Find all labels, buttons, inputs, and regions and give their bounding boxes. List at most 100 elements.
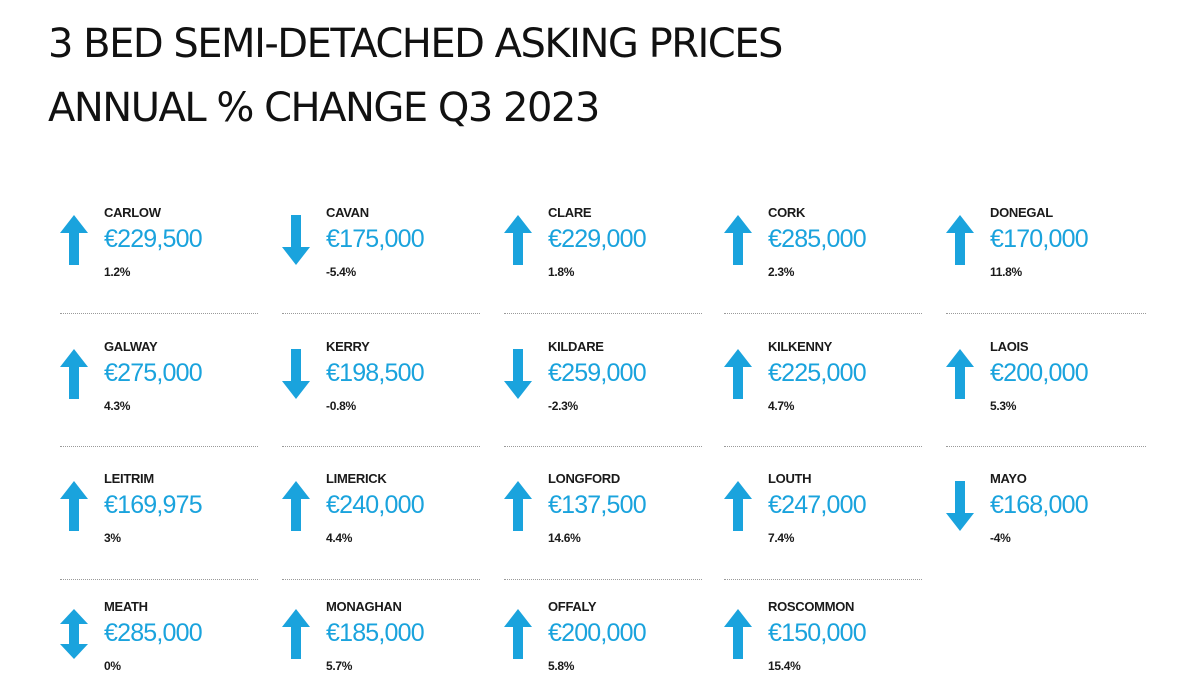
county-name: GALWAY — [104, 339, 158, 354]
county-price: €185,000 — [326, 619, 425, 647]
county-change: 1.8% — [548, 265, 575, 279]
county-name: KERRY — [326, 339, 370, 354]
arrow-up-icon — [60, 349, 88, 399]
arrow-up-icon — [724, 481, 752, 531]
county-card-leitrim: LEITRIM €169,975 3% — [60, 471, 260, 561]
row-divider — [504, 313, 702, 314]
arrow-up-icon — [282, 481, 310, 531]
arrow-up-icon — [724, 609, 752, 659]
county-change: 11.8% — [990, 265, 1022, 279]
row-divider — [282, 313, 480, 314]
county-change: 5.3% — [990, 399, 1017, 413]
county-card-kildare: KILDARE €259,000 -2.3% — [504, 339, 704, 429]
arrow-up-icon — [724, 215, 752, 265]
county-price: €240,000 — [326, 491, 425, 519]
county-name: CAVAN — [326, 205, 369, 220]
row-divider — [282, 446, 480, 447]
county-name: DONEGAL — [990, 205, 1053, 220]
arrow-down-icon — [504, 349, 532, 399]
row-divider — [60, 313, 258, 314]
county-name: CORK — [768, 205, 806, 220]
county-change: 7.4% — [768, 531, 795, 545]
county-name: LAOIS — [990, 339, 1029, 354]
county-change: 4.4% — [326, 531, 353, 545]
county-card-mayo: MAYO €168,000 -4% — [946, 471, 1146, 561]
arrow-up-icon — [504, 609, 532, 659]
county-change: -5.4% — [326, 265, 356, 279]
county-card-monaghan: MONAGHAN €185,000 5.7% — [282, 599, 482, 689]
county-name: LEITRIM — [104, 471, 154, 486]
row-divider — [724, 313, 922, 314]
county-price: €200,000 — [548, 619, 647, 647]
county-card-offaly: OFFALY €200,000 5.8% — [504, 599, 704, 689]
page-title-line-1: 3 BED SEMI-DETACHED ASKING PRICES — [48, 21, 783, 67]
row-divider — [724, 579, 922, 580]
county-card-meath: MEATH €285,000 0% — [60, 599, 260, 689]
county-card-longford: LONGFORD €137,500 14.6% — [504, 471, 704, 561]
county-card-kilkenny: KILKENNY €225,000 4.7% — [724, 339, 924, 429]
county-price: €285,000 — [104, 619, 203, 647]
county-price: €225,000 — [768, 359, 867, 387]
county-card-laois: LAOIS €200,000 5.3% — [946, 339, 1146, 429]
county-price: €229,000 — [548, 225, 647, 253]
county-name: CARLOW — [104, 205, 161, 220]
county-price: €247,000 — [768, 491, 867, 519]
county-card-donegal: DONEGAL €170,000 11.8% — [946, 205, 1146, 295]
county-price: €259,000 — [548, 359, 647, 387]
county-name: LIMERICK — [326, 471, 387, 486]
county-price: €198,500 — [326, 359, 425, 387]
county-change: 2.3% — [768, 265, 795, 279]
county-name: ROSCOMMON — [768, 599, 855, 614]
county-name: MEATH — [104, 599, 148, 614]
row-divider — [60, 446, 258, 447]
arrow-up-icon — [946, 349, 974, 399]
county-change: -2.3% — [548, 399, 578, 413]
arrow-up-icon — [724, 349, 752, 399]
arrow-up-icon — [60, 215, 88, 265]
county-change: -0.8% — [326, 399, 356, 413]
arrow-up-down-icon — [60, 609, 88, 659]
county-price: €169,975 — [104, 491, 203, 519]
county-name: CLARE — [548, 205, 592, 220]
county-card-cavan: CAVAN €175,000 -5.4% — [282, 205, 482, 295]
county-price: €137,500 — [548, 491, 647, 519]
county-price: €285,000 — [768, 225, 867, 253]
county-card-louth: LOUTH €247,000 7.4% — [724, 471, 924, 561]
county-name: MONAGHAN — [326, 599, 402, 614]
county-change: 14.6% — [548, 531, 581, 545]
county-card-galway: GALWAY €275,000 4.3% — [60, 339, 260, 429]
arrow-up-icon — [60, 481, 88, 531]
row-divider — [946, 446, 1146, 447]
county-change: -4% — [990, 531, 1011, 545]
arrow-down-icon — [282, 349, 310, 399]
county-name: LOUTH — [768, 471, 812, 486]
county-name: LONGFORD — [548, 471, 620, 486]
row-divider — [504, 446, 702, 447]
county-change: 0% — [104, 659, 121, 673]
county-price: €168,000 — [990, 491, 1089, 519]
county-name: KILKENNY — [768, 339, 833, 354]
county-change: 4.7% — [768, 399, 795, 413]
county-change: 5.7% — [326, 659, 353, 673]
arrow-up-icon — [282, 609, 310, 659]
county-name: OFFALY — [548, 599, 597, 614]
county-change: 5.8% — [548, 659, 575, 673]
row-divider — [724, 446, 922, 447]
county-price: €175,000 — [326, 225, 425, 253]
row-divider — [946, 313, 1146, 314]
county-card-kerry: KERRY €198,500 -0.8% — [282, 339, 482, 429]
county-price: €229,500 — [104, 225, 203, 253]
county-change: 4.3% — [104, 399, 131, 413]
county-card-cork: CORK €285,000 2.3% — [724, 205, 924, 295]
county-price: €150,000 — [768, 619, 867, 647]
county-change: 1.2% — [104, 265, 131, 279]
county-card-carlow: CARLOW €229,500 1.2% — [60, 205, 260, 295]
county-change: 15.4% — [768, 659, 801, 673]
county-price: €200,000 — [990, 359, 1089, 387]
county-card-roscommon: ROSCOMMON €150,000 15.4% — [724, 599, 924, 689]
arrow-down-icon — [282, 215, 310, 265]
county-name: KILDARE — [548, 339, 604, 354]
arrow-down-icon — [946, 481, 974, 531]
row-divider — [60, 579, 258, 580]
county-card-limerick: LIMERICK €240,000 4.4% — [282, 471, 482, 561]
